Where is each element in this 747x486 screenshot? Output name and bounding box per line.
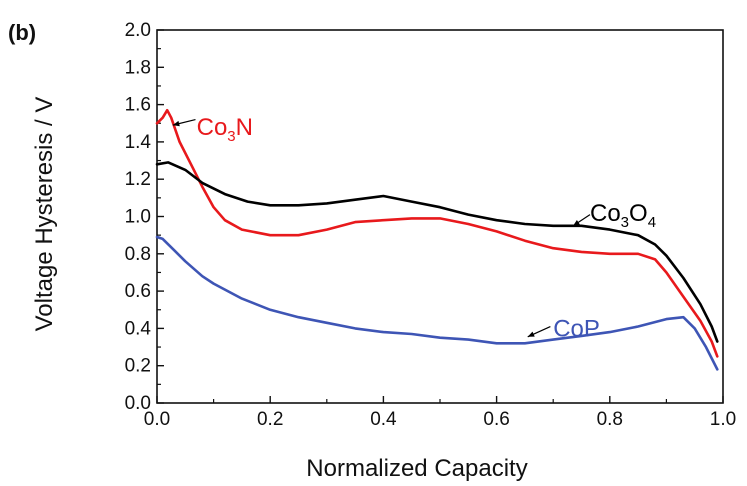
x-tick-label: 0.2: [257, 409, 283, 430]
y-tick-label: 1.4: [125, 132, 152, 153]
series-lines: [155, 108, 719, 371]
y-tick-label: 0.6: [125, 281, 151, 302]
panel-label: (b): [8, 20, 36, 45]
series-label-co3o4: Co3O4: [590, 200, 656, 231]
series-arrowhead-co3n: [172, 120, 180, 127]
series-label-co3n: Co3N: [197, 114, 253, 145]
x-tick-label: 0.6: [483, 409, 509, 430]
y-tick-label: 1.8: [125, 57, 151, 78]
y-tick-label: 0.2: [125, 356, 151, 377]
y-tick-label: 0.4: [125, 318, 152, 339]
series-labels: Co3N Co3O4 CoP: [172, 114, 656, 342]
series-line-co3o4: [155, 161, 719, 343]
y-tick-label: 0.8: [125, 244, 151, 265]
x-axis-ticks: 0.0 0.2 0.4 0.6 0.8 1.0: [144, 396, 736, 430]
x-axis-title: Normalized Capacity: [306, 455, 527, 482]
series-line-cop: [155, 235, 719, 371]
y-tick-label: 1.0: [125, 207, 151, 228]
x-tick-label: 1.0: [710, 409, 736, 430]
y-axis-title: Voltage Hysteresis / V: [31, 97, 58, 332]
series-line-co3n: [155, 108, 719, 358]
series-label-cop: CoP: [553, 315, 600, 342]
y-tick-label: 2.0: [125, 20, 151, 41]
y-tick-label: 0.0: [125, 393, 151, 414]
series-arrowhead-cop: [527, 331, 535, 337]
y-tick-label: 1.2: [125, 169, 151, 190]
y-axis-ticks: 0.0 0.2 0.4 0.6 0.8 1.0 1.2 1.4 1.6 1.8 2.0: [125, 20, 164, 414]
series-arrowhead-co3o4: [573, 220, 580, 226]
x-tick-label: 0.4: [370, 409, 397, 430]
x-tick-label: 0.0: [144, 409, 170, 430]
y-tick-label: 1.6: [125, 95, 151, 116]
x-tick-label: 0.8: [597, 409, 623, 430]
